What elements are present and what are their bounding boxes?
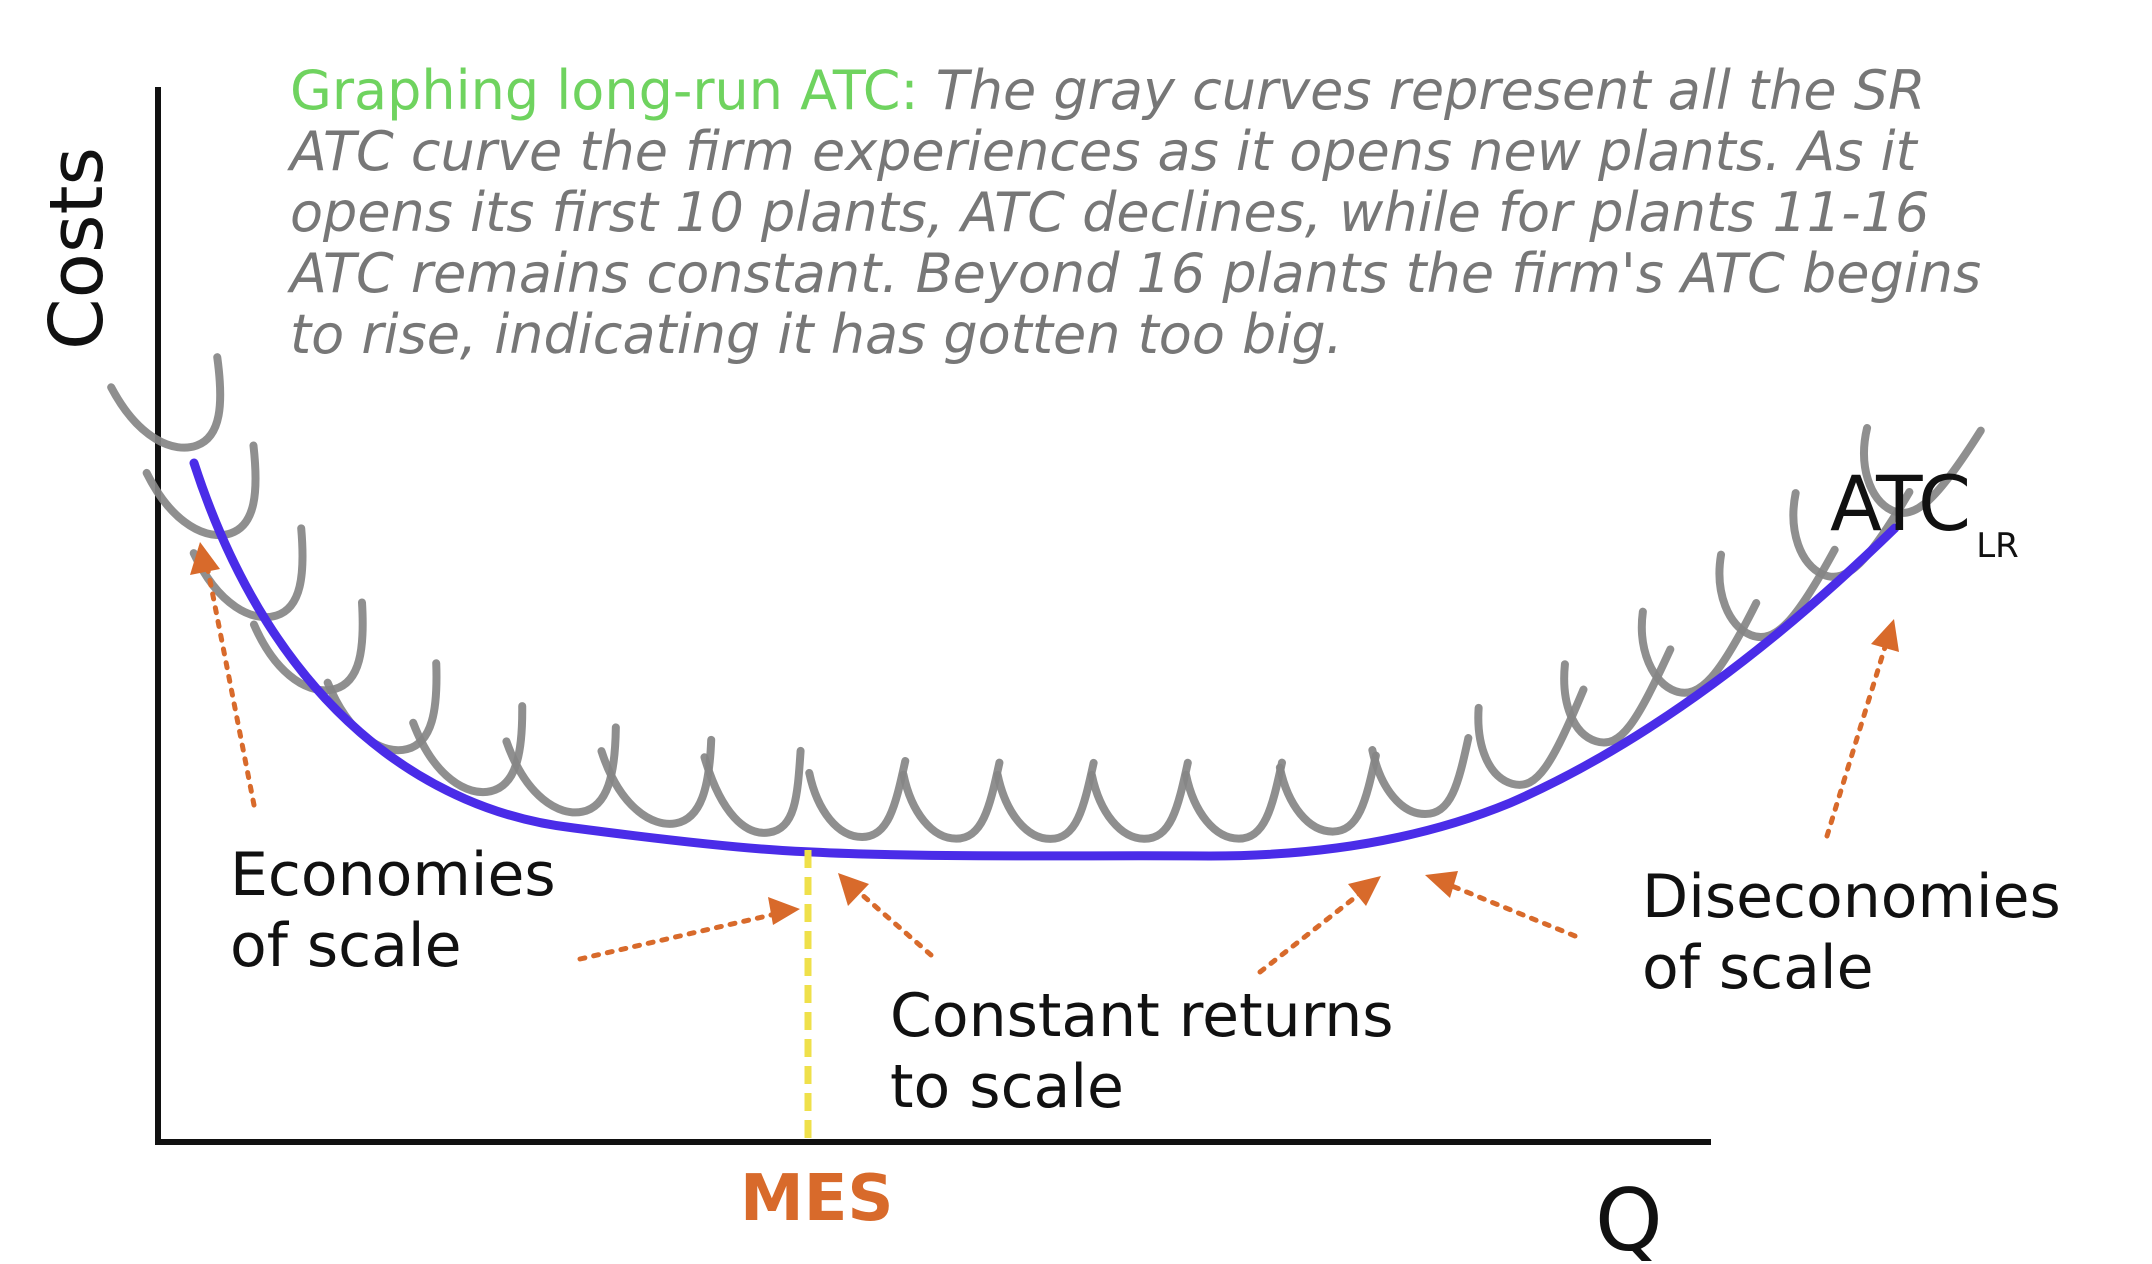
constant-arrow-left [849, 883, 934, 958]
constant-arrow-left-head [838, 873, 869, 906]
short-run-atc-curve [142, 441, 260, 540]
economies-label-line-2: of scale [230, 911, 462, 981]
y-axis-label: Costs [34, 147, 120, 350]
short-run-atc-curve [249, 598, 367, 695]
short-run-atc-curve [107, 353, 225, 452]
economies-label-line-1: Economies [230, 840, 556, 910]
short-run-atc-curve [323, 659, 441, 755]
constant-arrow-right [1257, 885, 1370, 975]
atc-lr-label: ATC LR [1830, 459, 2019, 566]
atc-main-label: ATC [1830, 459, 1971, 548]
short-run-atc-curve [502, 723, 620, 817]
short-run-atc-curves [107, 353, 1985, 843]
short-run-atc-curve [1181, 758, 1286, 843]
scale-arrows [190, 542, 1899, 975]
short-run-atc-curve [1560, 645, 1675, 747]
long-run-atc-curve [189, 458, 1900, 861]
caption: Graphing long-run ATC: The gray curves r… [290, 60, 2010, 365]
caption-title: Graphing long-run ATC: [290, 59, 919, 122]
short-run-atc-curve [805, 756, 910, 841]
short-run-atc-curve [409, 702, 527, 797]
caption-body: The gray curves represent all the SR ATC… [290, 59, 1982, 366]
constant-returns-label: Constant returns to scale [890, 981, 1413, 1122]
short-run-atc-curve [700, 746, 805, 837]
constant-returns-label-line-2: to scale [890, 1052, 1124, 1122]
economies-arrow-right-head [768, 897, 800, 925]
economies-label: Economies of scale [230, 840, 575, 981]
economies-arrow-right [577, 909, 787, 962]
constant-returns-label-line-1: Constant returns [890, 981, 1394, 1051]
short-run-atc-curve [1368, 734, 1473, 819]
short-run-atc-curve [899, 758, 1004, 843]
diseconomies-label: Diseconomies of scale [1642, 862, 2080, 1003]
atc-subscript-label: LR [1976, 526, 2019, 566]
diseconomies-arrow-up-head [1871, 619, 1899, 652]
short-run-atc-curve [1715, 545, 1839, 641]
diseconomies-label-line-1: Diseconomies [1642, 862, 2061, 932]
economies-arrow-up [202, 552, 257, 808]
diseconomies-label-line-2: of scale [1642, 933, 1874, 1003]
diseconomies-arrow-left [1439, 879, 1578, 939]
short-run-atc-curve [1637, 598, 1761, 697]
diseconomies-arrow-left-head [1425, 871, 1458, 898]
diseconomies-arrow-up [1824, 631, 1892, 839]
axes [155, 87, 1711, 1145]
constant-arrow-right-head [1348, 876, 1381, 906]
short-run-atc-curve [1860, 423, 1985, 517]
short-run-atc-curve [189, 524, 307, 622]
short-run-atc-curve [1474, 685, 1588, 789]
economies-arrow-head [190, 542, 220, 575]
short-run-atc-curve [993, 758, 1098, 843]
mes-label: MES [740, 1162, 894, 1236]
short-run-atc-curve [1087, 758, 1192, 843]
x-axis-label: Q [1595, 1171, 1663, 1264]
short-run-atc-curve [597, 735, 716, 828]
short-run-atc-curve [1275, 751, 1380, 836]
